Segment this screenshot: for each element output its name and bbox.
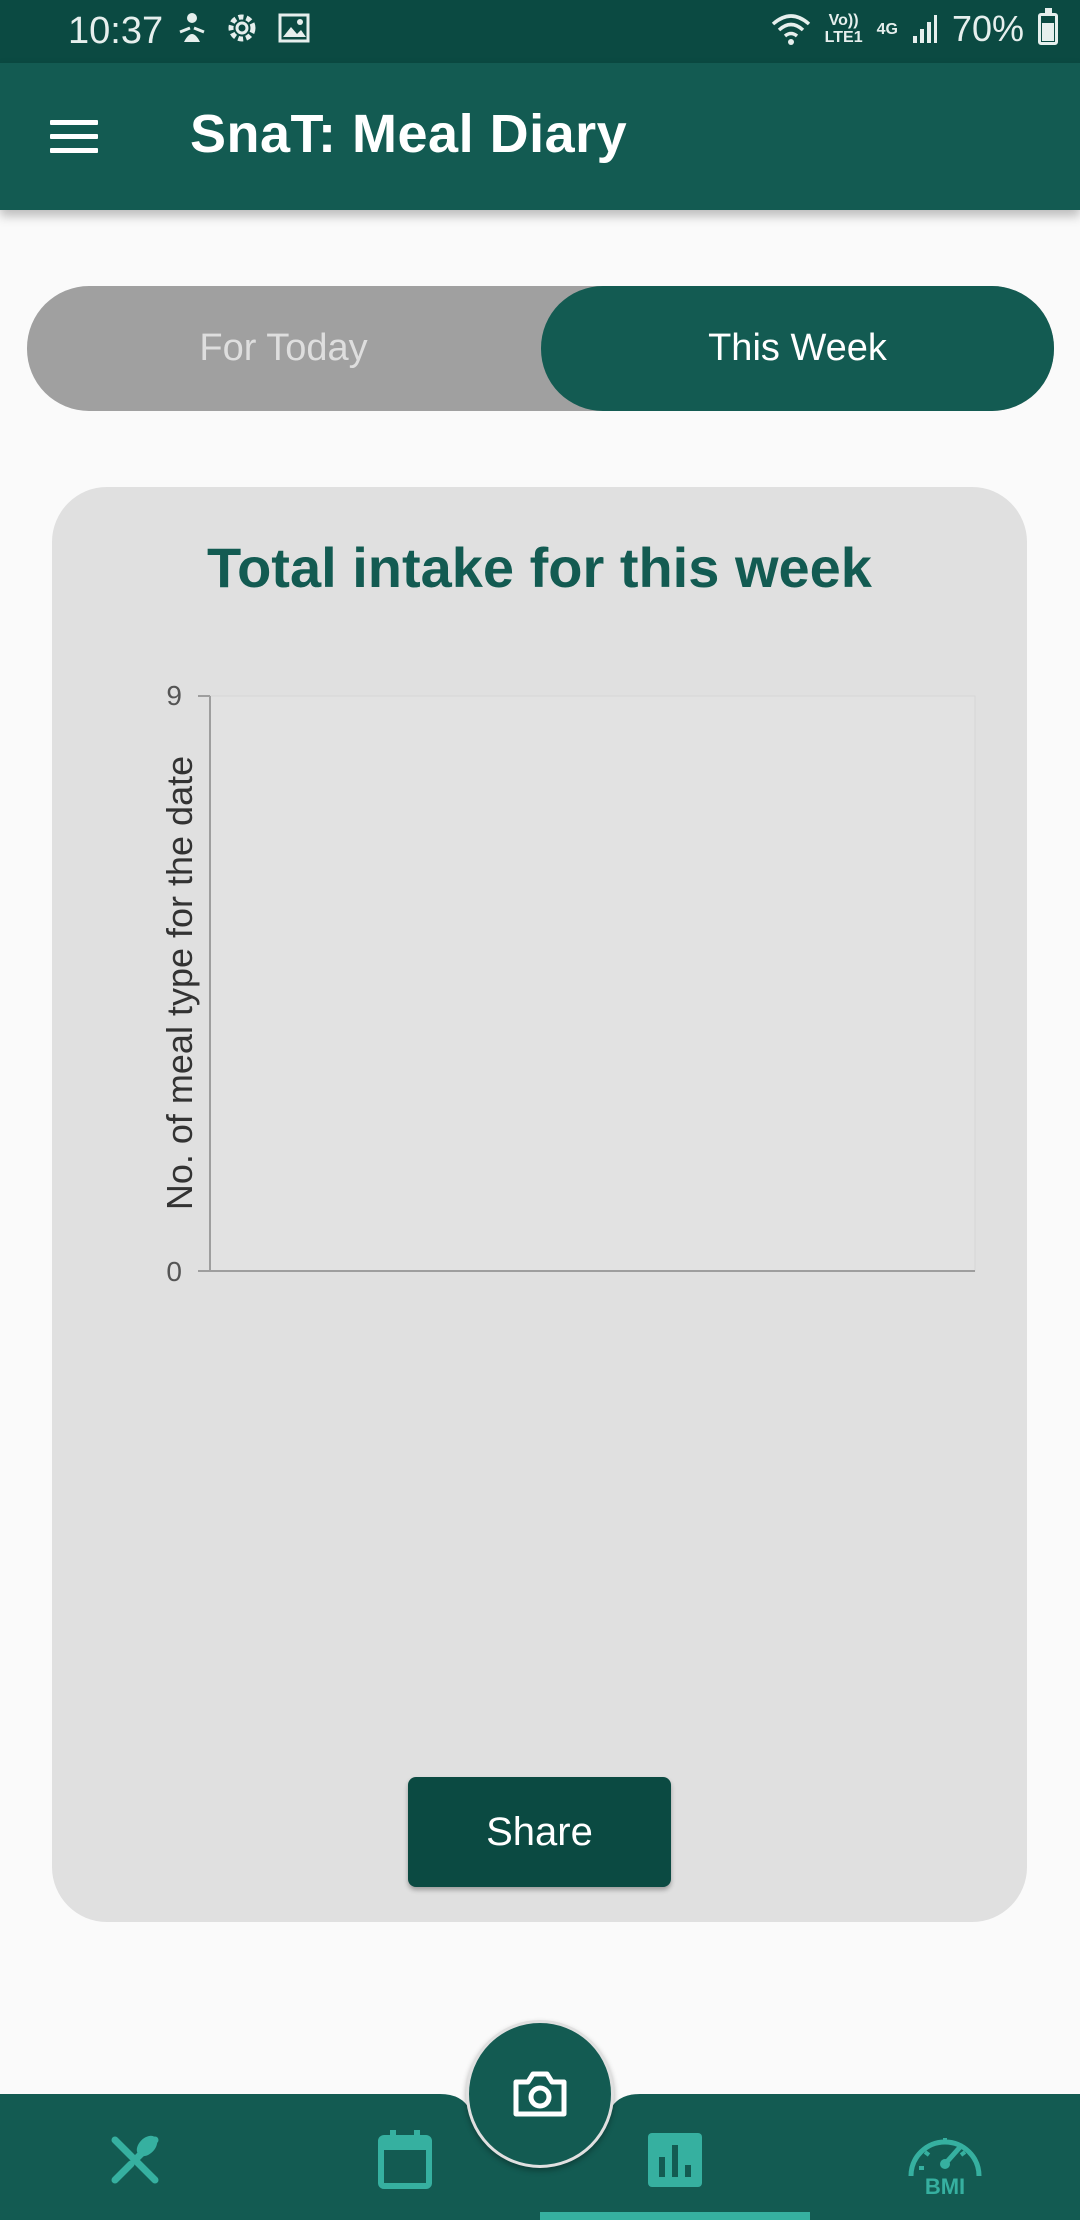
bmi-gauge-icon: BMI [908, 2138, 982, 2196]
share-button[interactable]: Share [408, 1777, 671, 1887]
yoga-notification-icon [179, 13, 205, 42]
active-tab-indicator [540, 2212, 810, 2220]
card-title: Total intake for this week [207, 536, 872, 599]
battery-icon [1038, 8, 1058, 45]
battery-percent: 70% [951, 8, 1024, 49]
status-time: 10:37 [68, 10, 164, 52]
tab-for-today[interactable]: For Today [199, 327, 368, 369]
camera-button[interactable] [466, 2020, 614, 2168]
volte-indicator: Vo)) LTE1 [825, 12, 863, 46]
calendar-icon [378, 2130, 432, 2189]
weekly-intake-card: Total intake for this week 9 0 No. of me… [52, 487, 1027, 1922]
status-right-group: Vo)) LTE1 4G 70% [771, 8, 1058, 50]
tab-this-week[interactable]: This Week [541, 286, 1054, 411]
volte-top-text: Vo)) [828, 12, 859, 29]
nav-meals[interactable] [75, 2100, 195, 2220]
y-axis-label: No. of meal type for the date [159, 756, 200, 1210]
y-tick-label-min: 0 [166, 1256, 182, 1287]
network-type: 4G [876, 20, 898, 38]
settings-notification-icon [228, 14, 256, 42]
camera-icon [513, 2071, 567, 2117]
status-notification-icons [178, 12, 310, 44]
weekly-intake-chart: 9 0 No. of meal type for the date [159, 680, 976, 1287]
menu-icon[interactable] [50, 120, 98, 154]
y-tick-label-max: 9 [166, 680, 182, 711]
period-tabs: For Today This Week [27, 286, 1054, 411]
nav-bmi[interactable]: BMI [885, 2100, 1005, 2220]
wifi-icon [771, 14, 810, 45]
app-bar: SnaT: Meal Diary [0, 63, 1080, 210]
signal-icon [912, 15, 937, 43]
bmi-label: BMI [925, 2174, 965, 2196]
plot-area [209, 695, 976, 1272]
fork-knife-icon [111, 2135, 159, 2184]
bar-chart-icon [648, 2133, 702, 2187]
nav-statistics[interactable] [615, 2100, 735, 2220]
status-bar: 10:37 Vo)) LTE1 4G [0, 0, 1080, 63]
app-title: SnaT: Meal Diary [190, 104, 628, 164]
nav-calendar[interactable] [345, 2100, 465, 2220]
volte-bottom-text: LTE1 [824, 29, 863, 46]
image-notification-icon [278, 13, 310, 43]
